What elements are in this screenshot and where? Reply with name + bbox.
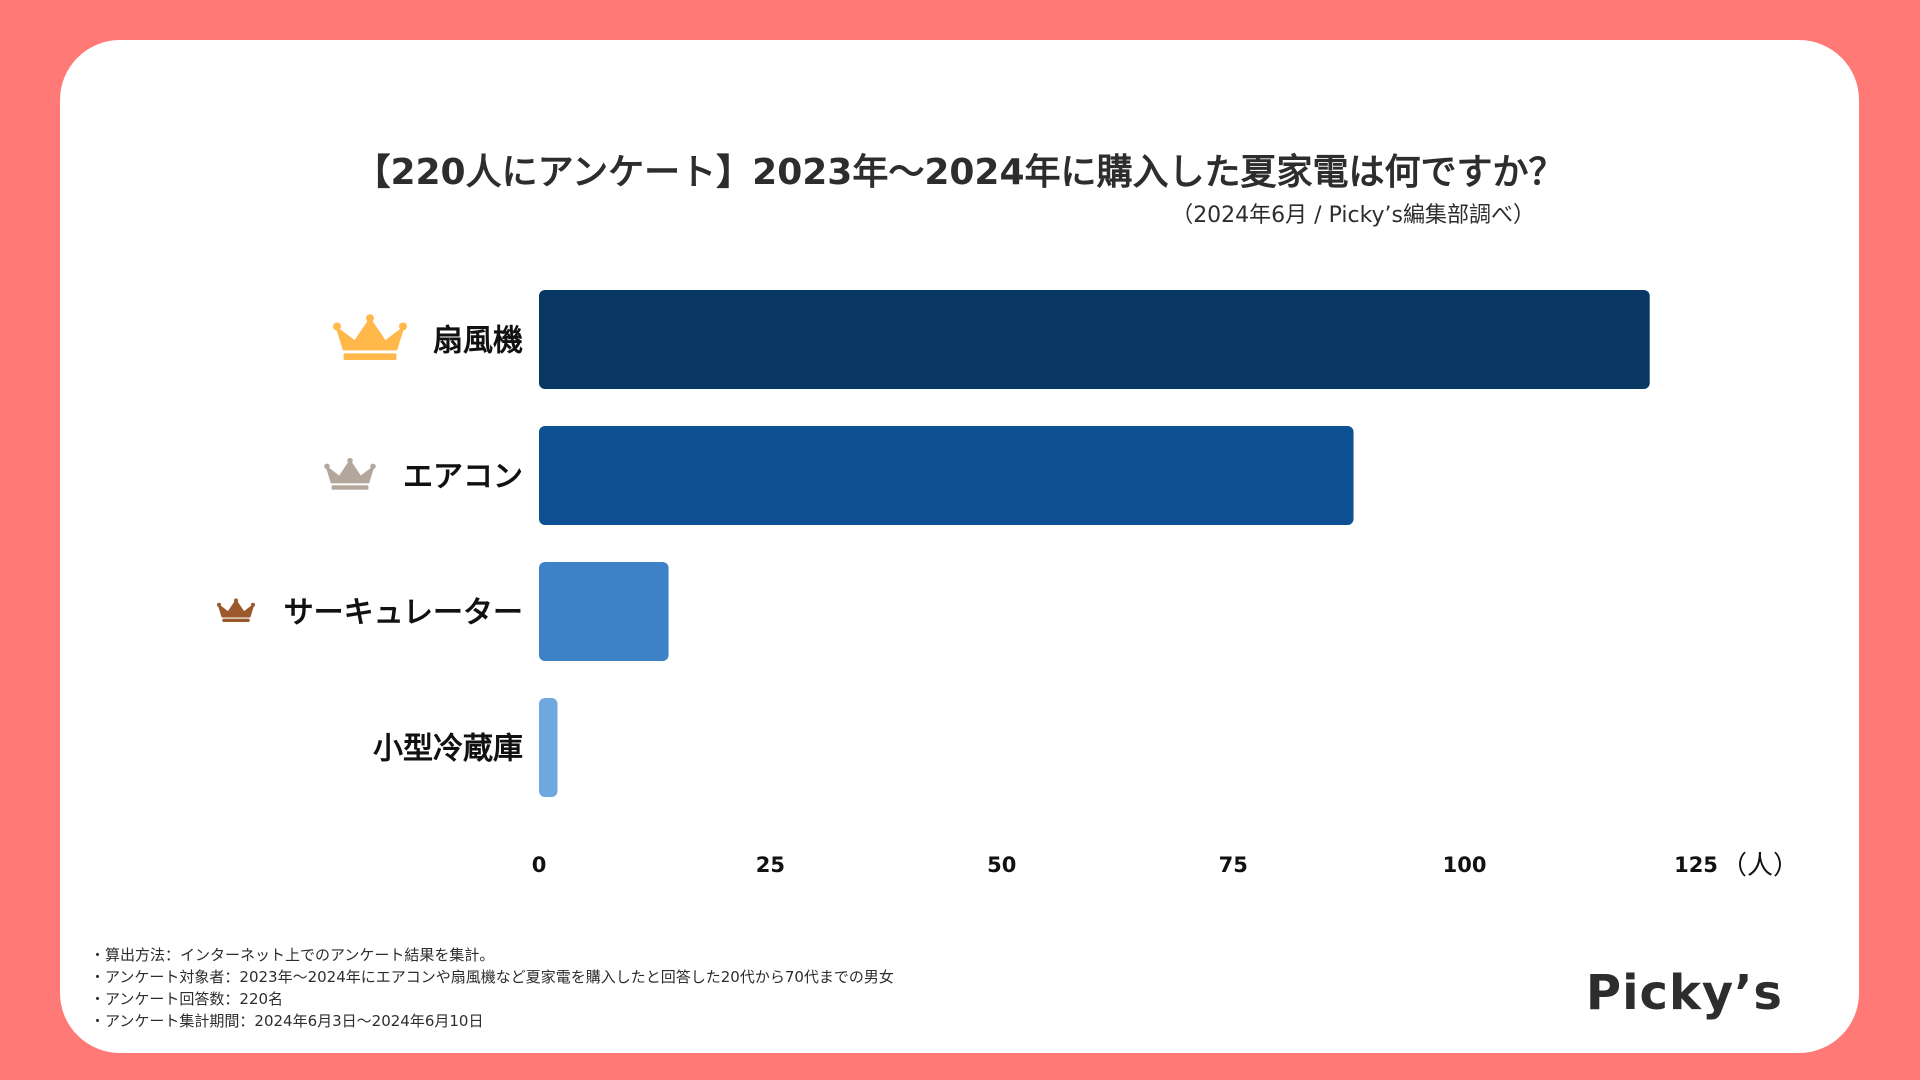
x-axis-unit: （人） bbox=[1721, 851, 1799, 881]
note-target: ・アンケート対象者：2023年〜2024年にエアコンや扇風機など夏家電を購入した… bbox=[90, 968, 894, 986]
pickys-logo: Picky’s bbox=[1585, 965, 1783, 1021]
x-tick-125: 125 bbox=[1674, 853, 1718, 877]
crown-bronze-icon bbox=[216, 598, 256, 623]
x-tick-100: 100 bbox=[1443, 853, 1487, 877]
bar-2 bbox=[539, 426, 1354, 525]
bar-1 bbox=[539, 290, 1650, 389]
bar-4 bbox=[539, 698, 558, 797]
category-label-1: 扇風機 bbox=[433, 324, 523, 359]
survey-notes: ・算出方法：インターネット上でのアンケート結果を集計。 ・アンケート対象者：20… bbox=[90, 944, 894, 1032]
chart-title: 【220人にアンケート】2023年〜2024年に購入した夏家電は何ですか？ bbox=[354, 152, 1565, 193]
bar-3 bbox=[539, 562, 669, 661]
chart-subtitle: （2024年6月 / Picky’s編集部調べ） bbox=[1171, 203, 1535, 228]
category-label-3: サーキュレーター bbox=[284, 596, 523, 631]
note-method: ・算出方法：インターネット上でのアンケート結果を集計。 bbox=[90, 946, 495, 964]
x-tick-25: 25 bbox=[756, 853, 785, 877]
crown-gold-icon bbox=[333, 314, 407, 360]
note-period: ・アンケート集計期間：2024年6月3日〜2024年6月10日 bbox=[90, 1012, 484, 1030]
x-tick-0: 0 bbox=[532, 853, 547, 877]
x-tick-50: 50 bbox=[987, 853, 1016, 877]
category-label-4: 小型冷蔵庫 bbox=[373, 732, 523, 767]
note-responses: ・アンケート回答数：220名 bbox=[90, 990, 284, 1008]
category-label-2: エアコン bbox=[403, 460, 523, 495]
crown-silver-icon bbox=[324, 457, 376, 490]
chart-card: 【220人にアンケート】2023年〜2024年に購入した夏家電は何ですか？ （2… bbox=[60, 40, 1859, 1053]
x-tick-75: 75 bbox=[1219, 853, 1248, 877]
